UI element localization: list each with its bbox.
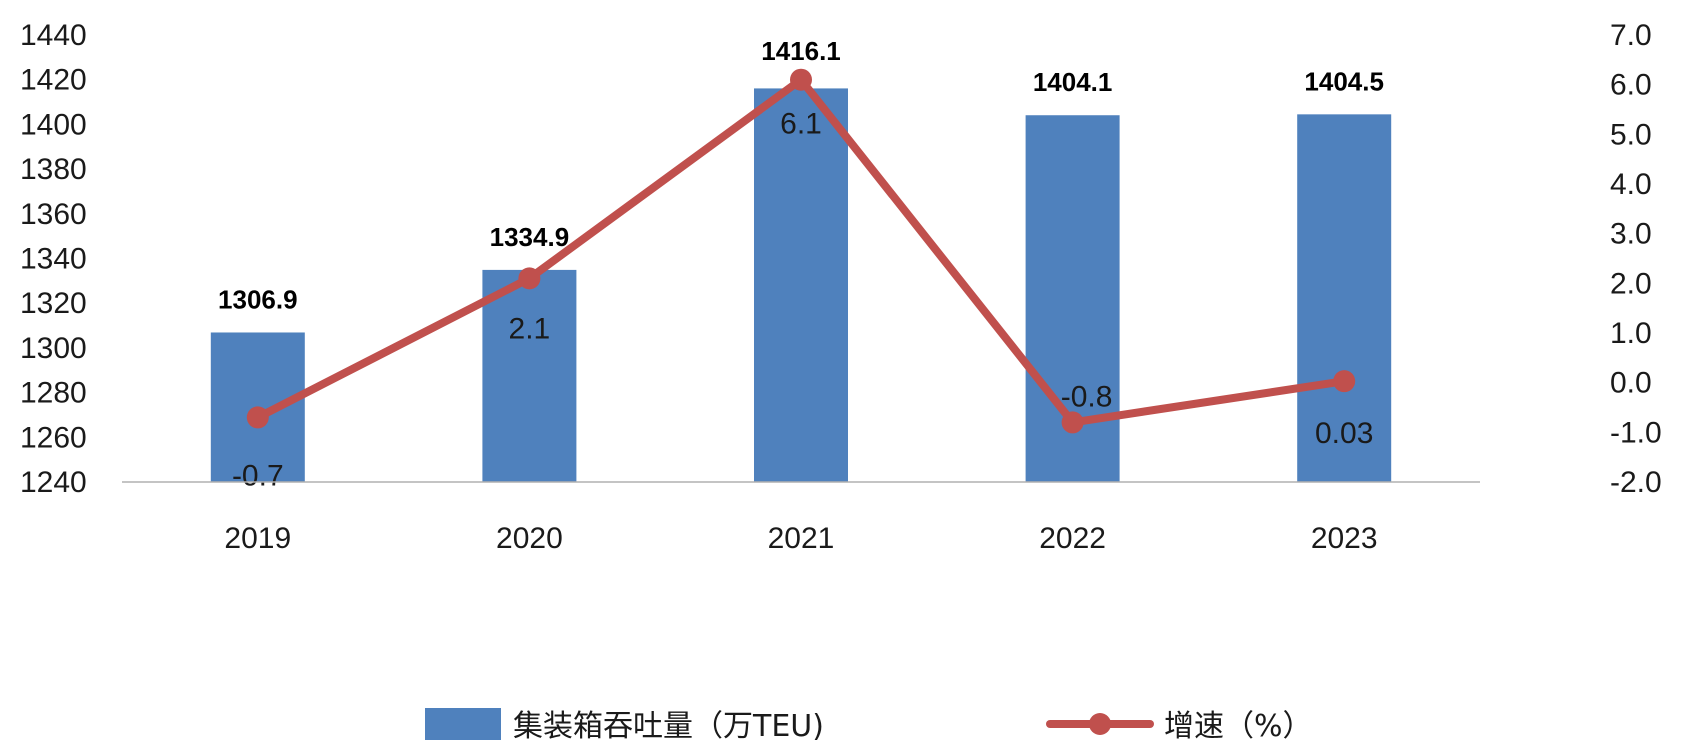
right-axis-tick-6: 4.0	[1610, 168, 1652, 201]
legend: 集装箱吞吐量（万TEU) 增速（%）	[425, 708, 1313, 744]
left-axis-tick-9: 1420	[20, 64, 87, 97]
right-axis-tick-2: 0.0	[1610, 367, 1652, 400]
legend-line-marker	[1089, 713, 1111, 735]
growth-label-2023: 0.03	[1315, 417, 1373, 450]
line-series	[246, 68, 1356, 434]
x-axis-tick-2023: 2023	[1311, 522, 1378, 555]
line-data-labels: -0.7 2.1 6.1 -0.8 0.03	[232, 108, 1373, 493]
right-axis: -2.0 -1.0 0.0 1.0 2.0 3.0 4.0 5.0 6.0 7.0	[1610, 19, 1662, 499]
legend-line-label: 增速（%）	[1164, 709, 1313, 744]
left-axis-tick-4: 1320	[20, 287, 87, 320]
growth-label-2019: -0.7	[232, 459, 284, 492]
right-axis-tick-1: -1.0	[1610, 416, 1662, 449]
right-axis-tick-3: 1.0	[1610, 317, 1652, 350]
growth-point-2022	[1061, 411, 1084, 434]
right-axis-tick-9: 7.0	[1610, 19, 1652, 52]
growth-point-2020	[518, 267, 541, 290]
left-axis-tick-7: 1380	[20, 153, 87, 186]
bar-label-2022: 1404.1	[1033, 67, 1113, 97]
bar-label-2021: 1416.1	[761, 36, 841, 66]
right-axis-tick-0: -2.0	[1610, 466, 1662, 499]
x-axis-tick-2019: 2019	[224, 522, 291, 555]
growth-point-2023	[1333, 370, 1356, 393]
growth-label-2020: 2.1	[509, 312, 551, 345]
bar-2020	[482, 269, 577, 482]
growth-point-2019	[246, 406, 269, 429]
left-axis-tick-2: 1280	[20, 377, 87, 410]
legend-bar-label: 集装箱吞吐量（万TEU)	[513, 709, 824, 744]
left-axis-tick-3: 1300	[20, 332, 87, 365]
bar-label-2020: 1334.9	[490, 222, 570, 252]
bar-data-labels: 1306.9 1334.9 1416.1 1404.1 1404.5	[218, 36, 1384, 314]
x-axis-tick-2020: 2020	[496, 522, 563, 555]
bar-2023	[1297, 114, 1392, 482]
x-axis: 2019 2020 2021 2022 2023	[122, 481, 1480, 555]
bar-label-2019: 1306.9	[218, 284, 298, 314]
growth-label-2021: 6.1	[780, 108, 822, 141]
bar-2021	[754, 88, 848, 482]
left-axis-tick-5: 1340	[20, 243, 87, 276]
right-axis-tick-5: 3.0	[1610, 218, 1652, 251]
x-axis-tick-2022: 2022	[1039, 522, 1106, 555]
left-axis-tick-0: 1240	[20, 466, 87, 499]
left-axis-tick-1: 1260	[20, 421, 87, 454]
bar-label-2023: 1404.5	[1304, 66, 1384, 96]
growth-point-2021	[790, 68, 812, 91]
bar-series	[210, 88, 1392, 482]
right-axis-tick-8: 6.0	[1610, 69, 1652, 102]
growth-label-2022: -0.8	[1061, 380, 1113, 413]
left-axis: 1240 1260 1280 1300 1320 1340 1360 1380 1400 1420…	[20, 19, 87, 499]
x-axis-tick-2021: 2021	[768, 522, 835, 555]
left-axis-tick-8: 1400	[20, 108, 87, 141]
legend-bar-swatch	[425, 708, 501, 740]
right-axis-tick-4: 2.0	[1610, 267, 1652, 300]
left-axis-tick-6: 1360	[20, 198, 87, 231]
left-axis-tick-10: 1440	[20, 19, 87, 52]
right-axis-tick-7: 5.0	[1610, 118, 1652, 151]
